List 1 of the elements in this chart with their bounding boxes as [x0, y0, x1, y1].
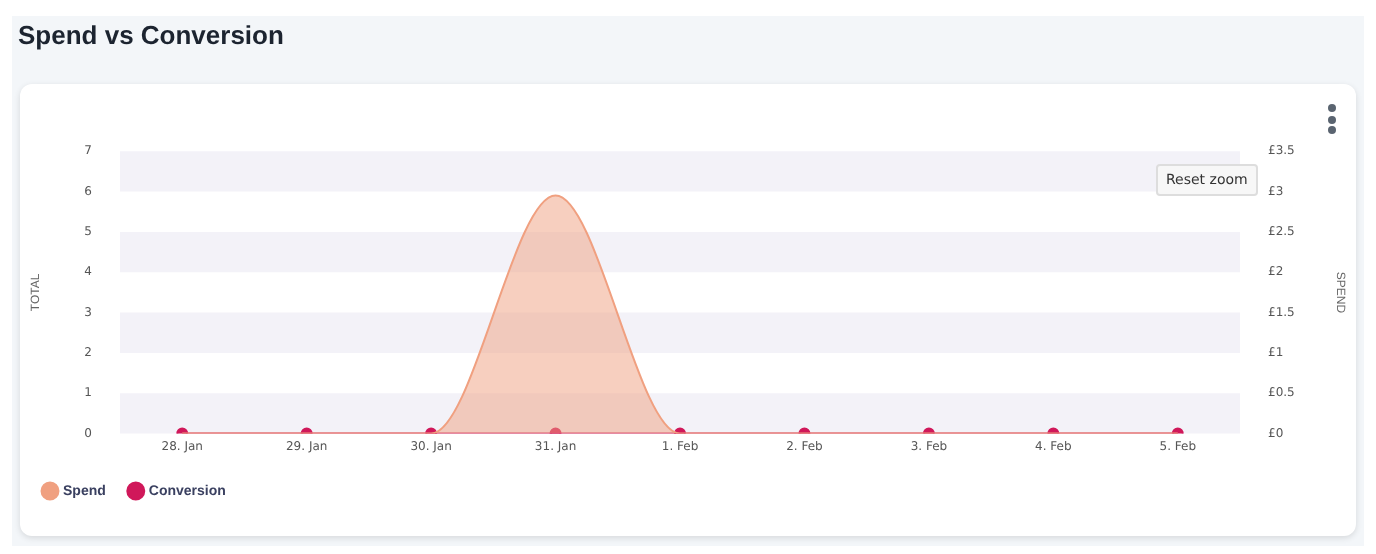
chart-title: Spend vs Conversion [18, 20, 284, 50]
